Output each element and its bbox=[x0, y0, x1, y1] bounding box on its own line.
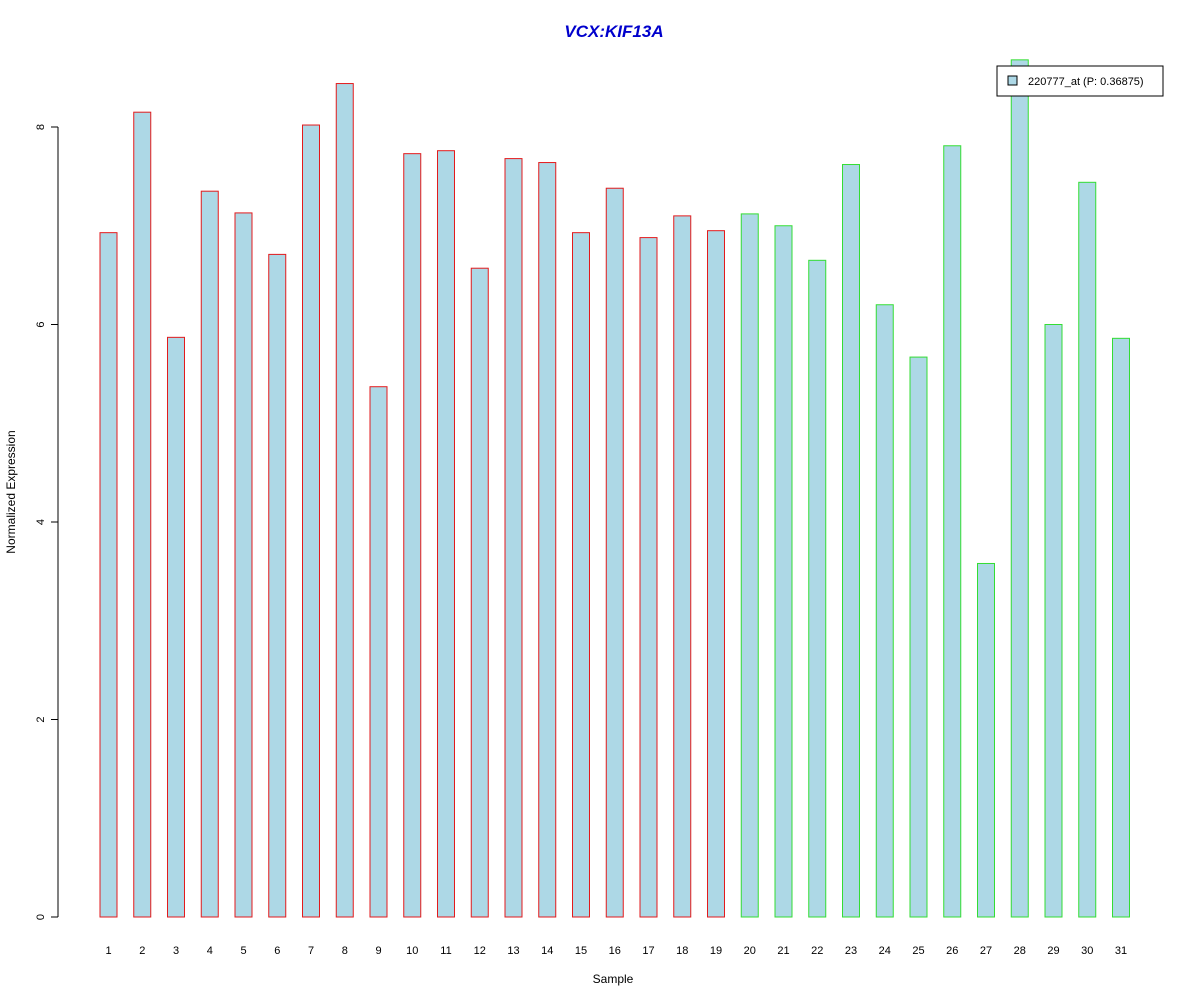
x-tick-labels: 1 2 3 4 5 6 7 8 9 10 11 12 13 14 15 16 17 18 19 20 21 22 23 24 2… bbox=[105, 945, 1127, 957]
x-tick-label: 29 bbox=[1047, 945, 1059, 957]
x-tick-label: 6 bbox=[274, 945, 280, 957]
bar-12 bbox=[470, 267, 489, 918]
x-tick-label: 2 bbox=[139, 945, 145, 957]
bar-6 bbox=[268, 253, 287, 918]
bar-25 bbox=[909, 356, 928, 918]
legend-box bbox=[996, 65, 1164, 97]
legend: 220777_at (P: 0.36875) bbox=[996, 65, 1164, 97]
x-tick-label: 22 bbox=[811, 945, 823, 957]
bar-7 bbox=[302, 124, 320, 918]
x-tick-label: 13 bbox=[507, 945, 519, 957]
x-tick-label: 31 bbox=[1115, 945, 1127, 957]
x-tick-label: 5 bbox=[240, 945, 246, 957]
bar-19 bbox=[707, 230, 725, 918]
x-tick-label: 12 bbox=[474, 945, 486, 957]
x-tick-label: 14 bbox=[541, 945, 553, 957]
x-tick-label: 3 bbox=[173, 945, 179, 957]
bar-26 bbox=[943, 145, 962, 918]
bar-10 bbox=[403, 153, 422, 918]
x-tick-label: 10 bbox=[406, 945, 418, 957]
bar-15 bbox=[572, 232, 590, 918]
x-tick-label: 21 bbox=[777, 945, 789, 957]
y-tick-label: 6 bbox=[35, 321, 47, 327]
x-tick-label: 9 bbox=[375, 945, 381, 957]
x-tick-label: 11 bbox=[440, 945, 451, 957]
x-tick-label: 27 bbox=[980, 945, 992, 957]
x-tick-label: 25 bbox=[912, 945, 924, 957]
bar-31 bbox=[1112, 337, 1130, 918]
bar-28 bbox=[1010, 59, 1029, 918]
x-tick-label: 18 bbox=[676, 945, 688, 957]
chart-title: VCX:KIF13A bbox=[564, 22, 663, 41]
bar-2 bbox=[133, 111, 152, 918]
bar-13 bbox=[504, 158, 523, 918]
bar-22 bbox=[808, 259, 827, 918]
x-tick-label: 26 bbox=[946, 945, 958, 957]
bar-8 bbox=[335, 83, 354, 918]
bar-21 bbox=[774, 225, 793, 918]
x-tick-label: 20 bbox=[744, 945, 756, 957]
bar-16 bbox=[605, 187, 624, 918]
y-axis-title: Normalized Expression bbox=[4, 430, 18, 553]
x-tick-label: 7 bbox=[308, 945, 314, 957]
bar-5 bbox=[234, 212, 253, 918]
x-tick-label: 24 bbox=[879, 945, 891, 957]
x-tick-label: 17 bbox=[642, 945, 654, 957]
bar-20 bbox=[740, 213, 759, 918]
y-tick-label: 2 bbox=[35, 716, 47, 722]
y-axis: 0 2 4 6 8 bbox=[35, 124, 59, 920]
y-tick-label: 4 bbox=[35, 519, 47, 525]
x-tick-label: 4 bbox=[207, 945, 213, 957]
bar-17 bbox=[639, 237, 658, 918]
bar-30 bbox=[1078, 181, 1097, 918]
x-tick-label: 16 bbox=[609, 945, 621, 957]
x-tick-label: 8 bbox=[342, 945, 348, 957]
bar-4 bbox=[200, 190, 219, 918]
bar-3 bbox=[167, 336, 185, 918]
y-tick-label: 8 bbox=[35, 124, 47, 130]
x-tick-label: 28 bbox=[1014, 945, 1026, 957]
x-tick-label: 15 bbox=[575, 945, 587, 957]
x-tick-label: 23 bbox=[845, 945, 857, 957]
bar-24 bbox=[875, 304, 894, 918]
bar-11 bbox=[437, 150, 455, 918]
x-tick-label: 19 bbox=[710, 945, 722, 957]
x-tick-label: 30 bbox=[1081, 945, 1093, 957]
x-tick-label: 1 bbox=[105, 945, 111, 957]
bars-group bbox=[99, 59, 1130, 918]
legend-swatch bbox=[1007, 75, 1018, 86]
bar-14 bbox=[538, 162, 557, 918]
bar-27 bbox=[977, 562, 995, 918]
bar-29 bbox=[1044, 324, 1063, 918]
bar-23 bbox=[842, 164, 860, 918]
x-axis-title: Sample bbox=[593, 972, 634, 986]
legend-label: 220777_at (P: 0.36875) bbox=[1028, 76, 1144, 88]
bar-9 bbox=[369, 386, 388, 918]
y-tick-label: 0 bbox=[35, 914, 47, 920]
bar-1 bbox=[99, 232, 118, 918]
bar-18 bbox=[673, 215, 692, 918]
